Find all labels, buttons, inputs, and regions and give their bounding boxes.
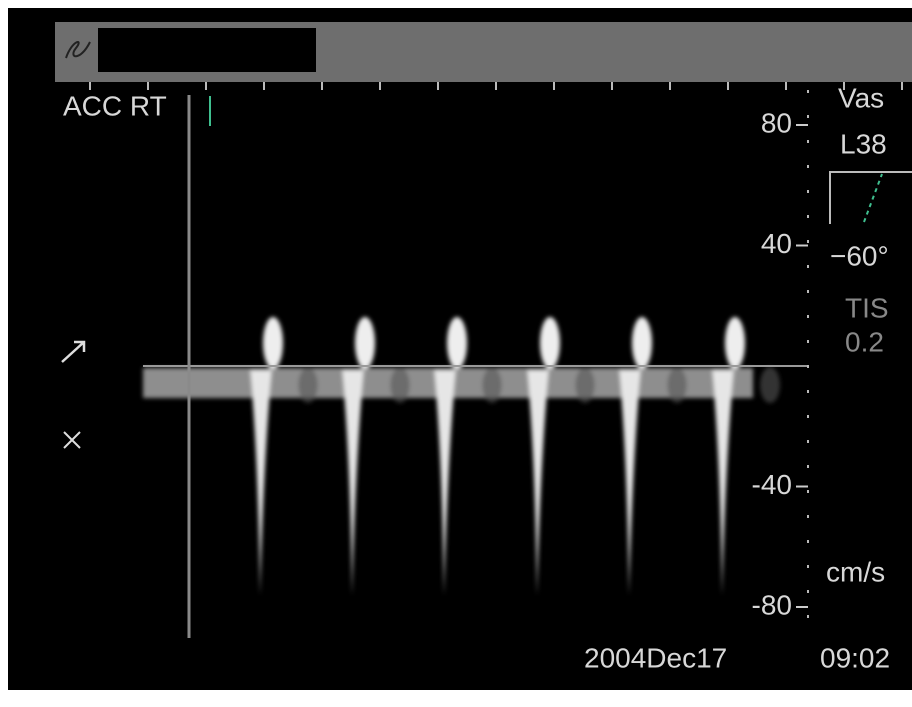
systolic-peak bbox=[447, 317, 467, 369]
systolic-peak bbox=[355, 317, 375, 369]
band-gap bbox=[482, 367, 502, 403]
band-gap bbox=[575, 367, 595, 403]
time-label: 09:02 bbox=[820, 642, 890, 673]
systolic-peak bbox=[632, 317, 652, 369]
label-box bbox=[98, 28, 316, 72]
band-gap bbox=[760, 367, 780, 403]
tis-label: TIS bbox=[845, 292, 889, 323]
band-gap bbox=[390, 367, 410, 403]
unit-label: cm/s bbox=[826, 556, 885, 587]
scale-label: 40 bbox=[761, 228, 792, 259]
ultrasound-screen: ACC RT Vas L38 −60° TIS 0.2 cm/s 2004Dec… bbox=[0, 0, 912, 702]
site-label: ACC RT bbox=[63, 90, 167, 121]
systolic-peak bbox=[263, 317, 283, 369]
systolic-peak bbox=[540, 317, 560, 369]
scale-label: -40 bbox=[752, 469, 792, 500]
band-gap bbox=[298, 367, 318, 403]
angle-label: −60° bbox=[830, 240, 889, 271]
scale-label: 80 bbox=[761, 107, 792, 138]
tis-value: 0.2 bbox=[845, 326, 884, 357]
probe-label: L38 bbox=[840, 128, 887, 159]
band-gap bbox=[667, 367, 687, 403]
date-label: 2004Dec17 bbox=[584, 642, 727, 673]
scale-label: -80 bbox=[752, 589, 792, 620]
systolic-peak bbox=[725, 317, 745, 369]
